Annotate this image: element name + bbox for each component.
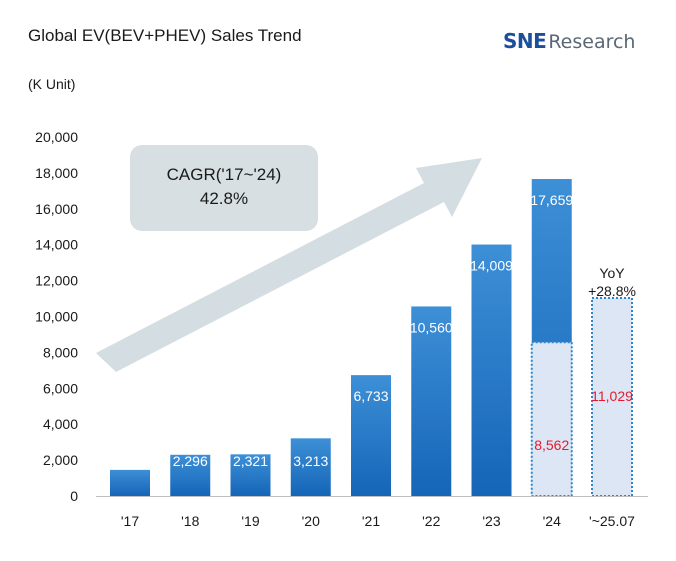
y-tick-label: 8,000 [43, 344, 78, 360]
y-tick-label: 4,000 [43, 416, 78, 432]
bar-2025-ytd [591, 297, 633, 497]
bar-value-label: 11,029 [591, 388, 633, 404]
x-tick-label: '20 [302, 513, 320, 529]
cagr-label: CAGR('17~'24) [167, 165, 282, 184]
bar [110, 469, 150, 496]
y-tick-label: 18,000 [35, 165, 78, 181]
bar [351, 375, 391, 496]
x-tick-label: '23 [482, 513, 500, 529]
bar-value-label: 2,296 [173, 453, 208, 469]
x-tick-label: '22 [422, 513, 440, 529]
unit-label: (K Unit) [28, 76, 76, 92]
y-tick-label: 2,000 [43, 452, 78, 468]
yoy-value: +28.8% [588, 283, 636, 299]
bar-2024-ytd-segment [530, 341, 573, 497]
x-tick-label: '24 [543, 513, 561, 529]
bar [411, 306, 452, 496]
bar-value-label: 2,321 [233, 453, 268, 469]
bar-value-label: 6,733 [353, 388, 388, 404]
y-tick-label: 12,000 [35, 273, 78, 289]
bar [290, 438, 331, 496]
y-tick-label: 6,000 [43, 380, 78, 396]
bar [170, 454, 211, 496]
cagr-callout-box [130, 145, 318, 231]
y-tick-label: 14,000 [35, 237, 78, 253]
y-tick-label: 20,000 [35, 129, 78, 145]
y-tick-label: 10,000 [35, 309, 78, 325]
x-tick-label: '~25.07 [589, 513, 635, 529]
chart-title: Global EV(BEV+PHEV) Sales Trend [28, 26, 302, 45]
bar [230, 454, 271, 496]
yoy-label: YoY [599, 265, 625, 281]
bar-value-label: 10,560 [410, 319, 453, 335]
x-tick-label: '21 [362, 513, 380, 529]
bar-value-label: 3,213 [293, 453, 328, 469]
growth-arrow [96, 158, 482, 372]
bar-value-label: 17,659 [530, 192, 573, 208]
bar [471, 244, 512, 496]
y-tick-label: 0 [70, 488, 78, 504]
bar-value-label: 1,455 [112, 453, 147, 469]
y-tick-label: 16,000 [35, 201, 78, 217]
logo-mark: SNE [503, 29, 547, 53]
bar-2024-ytd-label: 8,562 [534, 437, 569, 453]
sne-research-logo: SNE Research [503, 29, 635, 53]
x-tick-label: '19 [241, 513, 259, 529]
bar-value-label: 14,009 [470, 258, 513, 274]
x-tick-label: '18 [181, 513, 199, 529]
logo-text: Research [548, 31, 636, 53]
x-tick-label: '17 [121, 513, 139, 529]
cagr-value: 42.8% [200, 189, 248, 208]
